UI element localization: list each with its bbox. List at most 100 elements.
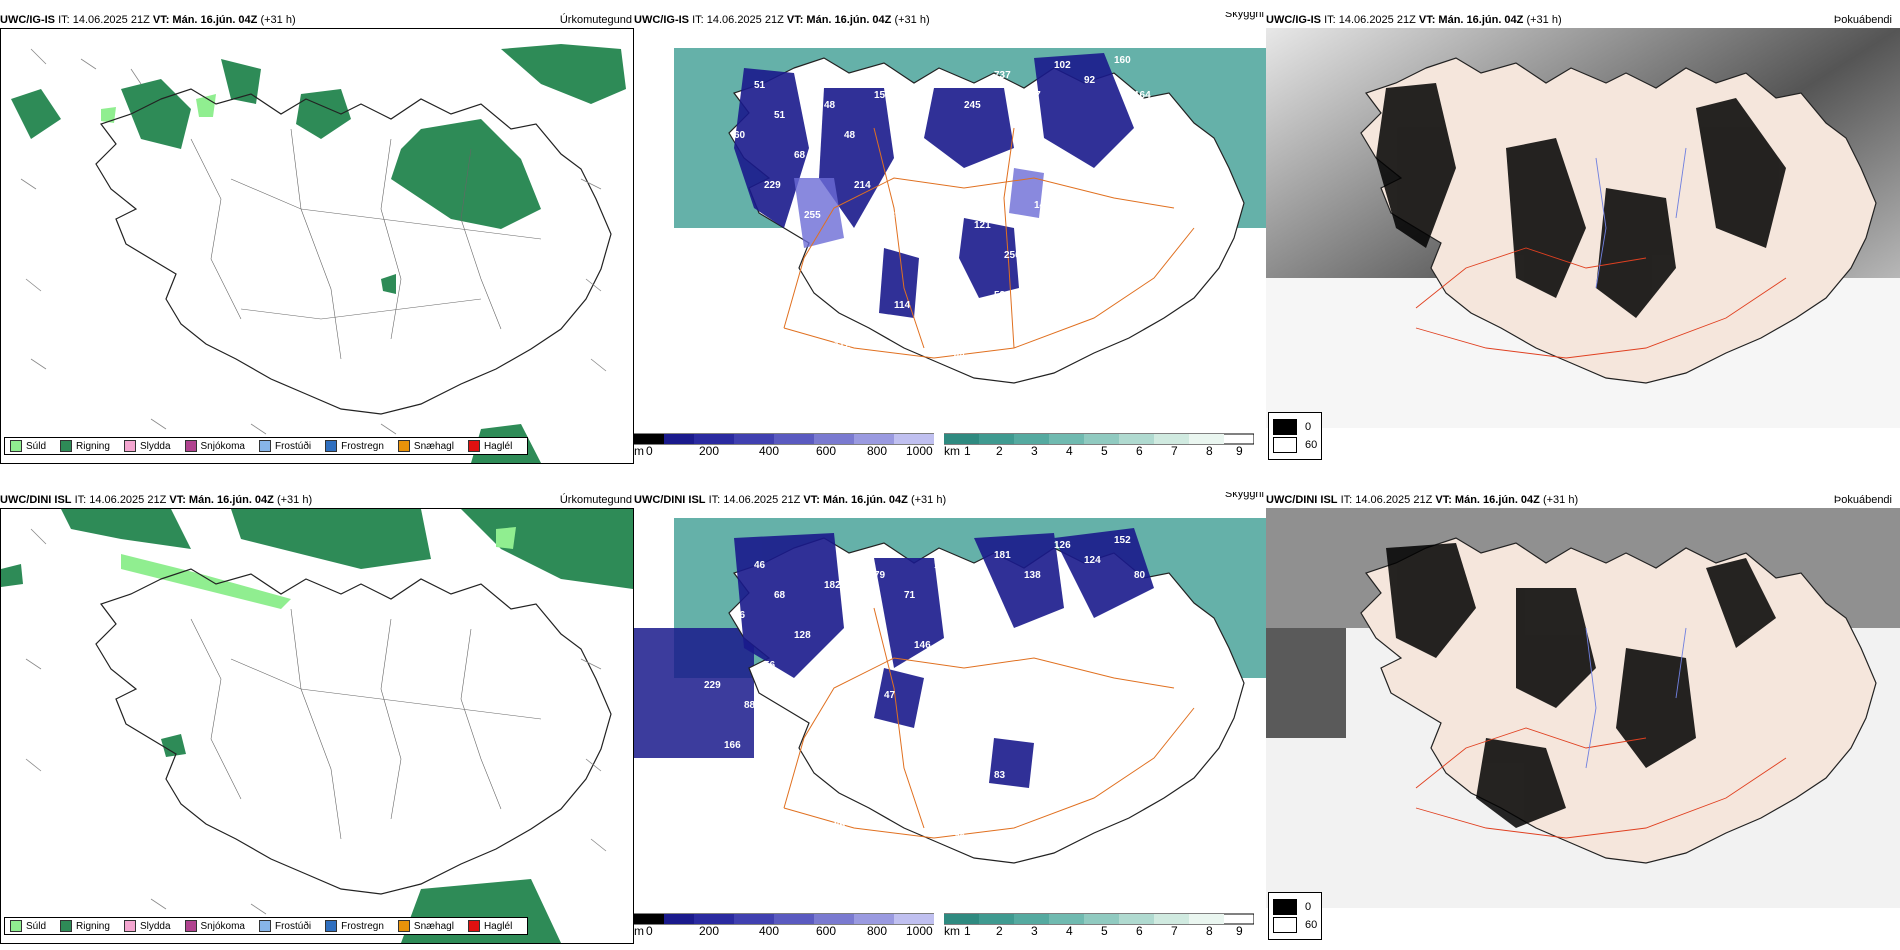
visibility-value-label: 167 xyxy=(824,280,841,291)
precip-type-map xyxy=(0,28,634,464)
visibility-value-label: 58 xyxy=(1094,260,1106,271)
model-name: UWC/DINI ISL xyxy=(1266,494,1338,506)
top-value-labels: 51 51 60 68 48 48 154 103 193 245 737 527 102 92 160 16… xyxy=(734,55,1196,391)
fog-index-legend: 0 60 xyxy=(1268,892,1323,940)
colorbar-tick: 8 xyxy=(1206,444,1213,458)
visibility-value-label: 59 xyxy=(1114,310,1126,321)
init-time: IT: 14.06.2025 21Z xyxy=(1340,494,1433,506)
colorbar-tick: 4 xyxy=(1066,924,1073,938)
colorbar-unit: m xyxy=(634,444,644,458)
legend-label: Súld xyxy=(26,440,47,452)
visibility-value-label: 106 xyxy=(1184,650,1201,661)
legend-item: 60 xyxy=(1273,437,1317,453)
colorbar-tick: 400 xyxy=(759,924,780,938)
visibility-value-label: 264 xyxy=(944,190,961,201)
legend-item: Frostregn xyxy=(325,920,384,932)
visibility-value-label: 86 xyxy=(1074,860,1086,871)
colorbar-tick: 4 xyxy=(1066,444,1073,458)
init-time: IT: 14.06.2025 21Z xyxy=(58,14,150,26)
visibility-value-label: 71 xyxy=(874,360,886,371)
visibility-value-label: 143 xyxy=(1034,200,1051,211)
valid-label: VT: xyxy=(152,14,170,26)
visibility-value-label: 318 xyxy=(1064,230,1081,241)
legend-label: Slydda xyxy=(139,920,171,932)
visibility-value-label: 54 xyxy=(854,660,866,671)
visibility-value-label: 136 xyxy=(864,260,881,271)
legend-item: Slydda xyxy=(123,920,171,932)
visibility-value-label: 209 xyxy=(784,730,801,741)
visibility-value-label: 140 xyxy=(784,250,801,261)
legend-item: Súld xyxy=(10,920,46,932)
colorbar-tick: 200 xyxy=(699,924,720,938)
legend-item: Frostregn xyxy=(325,440,384,452)
visibility-value-label: 67 xyxy=(1054,300,1066,311)
valid-label: VT: xyxy=(1418,14,1436,26)
visibility-value-label: 75 xyxy=(1184,170,1196,181)
legend-item: Haglél xyxy=(467,440,512,452)
legend-item: Snjókoma xyxy=(184,440,245,452)
fog-index-map xyxy=(1266,508,1900,908)
visibility-value-label: 51 xyxy=(754,80,766,91)
visibility-value-label: 48 xyxy=(824,100,836,111)
legend-swatch xyxy=(258,920,271,932)
init-time: IT: 14.06.2025 21Z xyxy=(74,494,167,506)
colorbar-tick: 0 xyxy=(646,924,653,938)
legend-item: 0 xyxy=(1273,419,1317,435)
colorbar-tick: 9 xyxy=(1236,924,1243,938)
init-time: IT: 14.06.2025 21Z xyxy=(708,494,801,506)
panel-precip-type-bottom: UWC/DINI ISL IT: 14.06.2025 21Z VT: Mán.… xyxy=(0,492,634,944)
lead-time: (+31 h) xyxy=(1526,14,1562,26)
colorbar-tick: 7 xyxy=(1171,924,1178,938)
colorbar-tick: 2 xyxy=(996,444,1003,458)
legend-label: Snjókoma xyxy=(200,920,245,932)
bottom-value-labels: 46 68 66 128 182 104 79 71 165 149 181 138 126 124 152… xyxy=(704,535,1201,871)
panel-precip-type-top: UWC/IG-IS IT: 14.06.2025 21Z VT: Mán. 16… xyxy=(0,12,634,464)
colorbar-tick: 6 xyxy=(1136,444,1143,458)
visibility-value-label: 114 xyxy=(894,300,911,311)
panel-title: UWC/DINI ISL IT: 14.06.2025 21Z VT: Mán.… xyxy=(1266,492,1900,508)
colorbar-tick: 1000 xyxy=(906,924,933,938)
panel-visibility-top: UWC/IG-IS IT: 14.06.2025 21Z VT: Mán. 16… xyxy=(634,12,1266,464)
valid-time: Mán. 16.jún. 04Z xyxy=(1454,494,1540,506)
visibility-value-label: 91 xyxy=(804,690,816,701)
visibility-map: 51 51 60 68 48 48 154 103 193 245 737 527 102 92 160 16… xyxy=(634,28,1266,428)
visibility-value-label: 103 xyxy=(904,110,921,121)
visibility-value-label: 99 xyxy=(914,380,926,391)
fog-index-map xyxy=(1266,28,1900,428)
visibility-value-label: 182 xyxy=(824,580,841,591)
colorbar-tick: 5 xyxy=(1101,924,1108,938)
visibility-value-label: 362 xyxy=(814,310,831,321)
visibility-value-label: 66 xyxy=(734,610,746,621)
visibility-value-label: 160 xyxy=(1114,55,1131,66)
legend-item: Súld xyxy=(10,440,46,452)
legend-label: Rigning xyxy=(76,440,110,452)
colorbar-tick: 9 xyxy=(1236,444,1243,458)
visibility-value-label: 138 xyxy=(1024,570,1041,581)
visibility-value-label: 255 xyxy=(804,210,821,221)
legend-swatch xyxy=(10,440,22,452)
visibility-value-label: 149 xyxy=(964,580,981,591)
legend-label: Frostúði xyxy=(274,440,312,452)
legend-label: Frostúði xyxy=(274,920,312,932)
colorbar-tick: 1000 xyxy=(906,444,933,458)
model-name: UWC/IG-IS xyxy=(0,14,55,26)
visibility-value-label: 88 xyxy=(744,700,756,711)
colorbar-tick: 6 xyxy=(1136,924,1143,938)
colorbar-tick: 600 xyxy=(816,924,837,938)
field-name: Þokuábendi xyxy=(1833,494,1892,506)
visibility-value-label: 152 xyxy=(1114,535,1131,546)
visibility-value-label: 165 xyxy=(934,560,951,571)
visibility-value-label: 31 xyxy=(994,370,1006,381)
visibility-value-label: 54 xyxy=(1124,220,1136,231)
visibility-value-label: 92 xyxy=(1084,75,1096,86)
visibility-value-label: 105 xyxy=(1034,360,1051,371)
visibility-value-label: 90 xyxy=(874,840,886,851)
legend-label: Súld xyxy=(26,920,47,932)
legend-label: Snæhagl xyxy=(413,920,454,932)
legend-item: Frostúði xyxy=(258,920,312,932)
legend-item: Rigning xyxy=(60,440,110,452)
visibility-value-label: 48 xyxy=(1154,190,1166,201)
visibility-value-label: 250 xyxy=(1004,250,1021,261)
model-name: UWC/DINI ISL xyxy=(0,494,72,506)
colorbar-tick: 8 xyxy=(1206,924,1213,938)
